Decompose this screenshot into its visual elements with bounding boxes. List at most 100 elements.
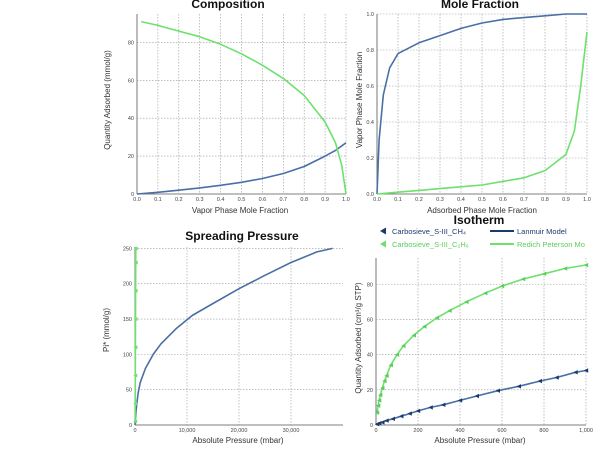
x-tick-label: 600 [497,428,506,434]
data-point [415,408,421,414]
x-tick-label: 1.0 [583,197,591,203]
chart-title-isotherm: Isotherm [454,213,505,227]
x-tick-label: 0.4 [457,197,465,203]
y-tick-label: 40 [128,116,134,122]
data-point [483,290,488,296]
y-tick-label: 20 [128,154,134,160]
y-axis-label-mole-fraction: Vapor Phase Mole Fraction [355,52,364,148]
x-tick-label: 800 [539,428,548,434]
y-tick-label: 80 [128,40,134,46]
x-tick-label: 0 [374,428,377,434]
data-point [495,388,500,393]
data-point [447,308,452,313]
series-line-1 [376,264,587,413]
x-tick-label: 0.9 [321,197,329,203]
data-point [382,378,387,384]
x-tick-label: 400 [455,428,464,434]
data-point [583,262,589,268]
x-tick-label: 0.8 [541,197,549,203]
x-tick-label: 0.7 [520,197,528,203]
y-tick-label: 40 [367,353,373,359]
data-point [394,352,400,357]
data-point [411,333,416,338]
x-tick-label: 0.3 [196,197,204,203]
y-axis-label-spreading: Pi* (mmol/g) [102,308,111,352]
x-tick-label: 0.4 [217,197,225,203]
x-axis-label-mole-fraction: Adsorbed Phase Mole Fraction [427,206,537,215]
y-axis-label-composition: Quantity Adsorbed (mmol/g) [103,50,112,150]
y-tick-label: 0.4 [366,120,374,126]
x-tick-label: 0.5 [478,197,486,203]
data-point [541,271,547,277]
x-tick-label: 0 [133,428,136,434]
y-tick-label: 20 [367,388,373,394]
x-tick-label: 0.0 [373,197,381,203]
x-tick-label: 10,000 [179,428,196,434]
data-point [380,385,385,391]
y-tick-label: 250 [123,246,132,252]
legend-label-redich: Redich Peterson Mo [517,240,585,249]
chart-title-composition: Composition [191,0,264,11]
data-point [457,398,463,403]
legend: Carbosieve_S-III_CH₄ Lanmuir Model Carbo… [380,227,585,249]
data-point [375,403,381,408]
y-tick-label: 0.0 [366,192,374,198]
x-tick-label: 1.0 [342,197,350,203]
data-point [376,421,382,426]
data-point [554,375,559,380]
series-line-1 [141,20,347,195]
data-point [384,373,389,378]
x-axis-label-spreading: Absolute Pressure (mbar) [192,436,283,445]
x-tick-label: 0.1 [394,197,402,203]
x-tick-label: 0.7 [279,197,287,203]
chart-title-spreading-pressure: Spreading Pressure [185,229,299,243]
x-tick-label: 0.9 [562,197,570,203]
x-tick-label: 200 [413,428,422,434]
data-point [573,370,578,375]
data-point [376,398,382,403]
data-point [133,419,138,424]
data-point [133,246,138,251]
legend-label-lanmuir: Lanmuir Model [517,227,567,236]
y-tick-label: 60 [128,78,134,84]
x-tick-label: 0.3 [436,197,444,203]
data-point [388,363,393,368]
data-point [474,393,479,399]
data-point [378,392,383,398]
legend-label-ch4: Carbosieve_S-III_CH₄ [392,227,466,236]
data-point [133,401,138,406]
y-tick-label: 0.8 [366,48,374,54]
series-line-0 [136,142,347,195]
data-point [384,418,389,423]
chart-panel-1: 0.0 0.1 0.2 0.3 0.4 0.5 0.6 0.7 0.8 0.9 1.0 0.0 0.2 0… [366,12,590,203]
x-tick-label: 0.6 [499,197,507,203]
y-tick-label: 0 [370,423,373,429]
y-tick-label: 200 [123,282,132,288]
x-axis-label-composition: Vapor Phase Mole Fraction [192,206,288,215]
series-line-1 [134,248,137,422]
x-tick-label: 0.8 [300,197,308,203]
y-tick-label: 0.6 [366,84,374,90]
x-tick-label: 0.2 [415,197,423,203]
y-tick-label: 150 [123,317,132,323]
series-line-0 [134,247,333,426]
series-line-1 [376,31,588,195]
data-point [380,420,385,425]
y-tick-label: 0 [131,192,134,198]
data-point [428,405,433,410]
y-tick-label: 100 [123,352,132,358]
x-tick-label: 30,000 [283,428,300,434]
data-point [133,288,138,293]
chart-panel-3: 0 200 400 600 800 1,000 0 20 40 60 80 [367,258,593,434]
x-tick-label: 0.5 [238,197,246,203]
data-point [537,378,542,384]
data-point [562,266,568,271]
series-line-0 [376,13,587,195]
x-tick-label: 20,000 [231,428,248,434]
chart-title-mole-fraction: Mole Fraction [441,0,519,11]
legend-ch4-triangle-icon [380,227,386,235]
x-tick-label: 0.0 [133,197,141,203]
data-point [399,414,404,419]
data-point [520,276,526,282]
